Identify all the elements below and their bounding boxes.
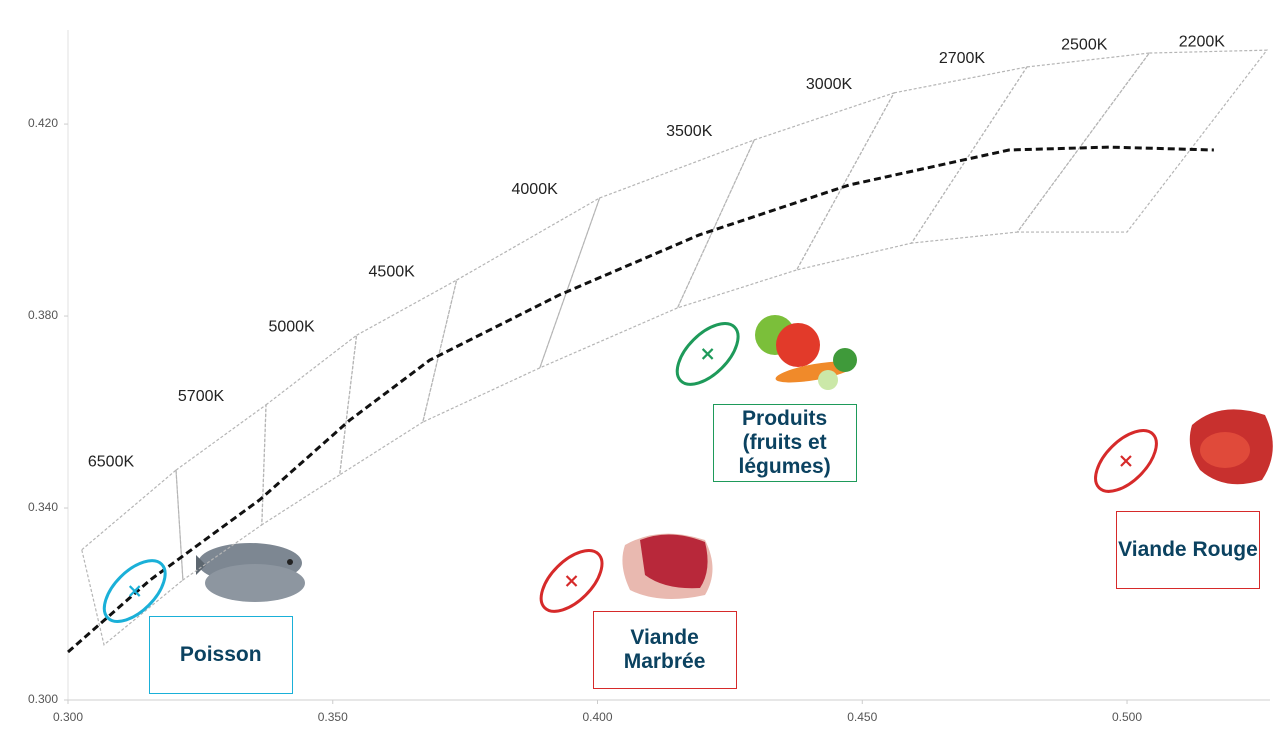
x-tick-label: 0.500 [1112,710,1142,724]
cct-label: 3000K [806,76,853,93]
y-tick-label: 0.380 [28,308,58,322]
point-label: Produits (fruits et légumes) [713,404,857,482]
x-tick-label: 0.350 [318,710,348,724]
vegetables-icon [755,315,857,390]
cct-bin [797,67,1027,270]
cct-bin [262,335,357,525]
cct-label: 2700K [939,50,986,67]
cct-label: 3500K [666,123,713,140]
y-tick-label: 0.340 [28,500,58,514]
y-tick-label: 0.420 [28,116,58,130]
cct-label: 5700K [178,388,225,405]
cct-bin [340,280,457,475]
point-marker [703,349,713,359]
point-marker [1121,456,1131,466]
cct-label: 2500K [1061,36,1108,53]
x-tick-label: 0.400 [582,710,612,724]
page: 0.300 0.350 0.400 0.450 0.500 0.300 0.340 0.380… [0,0,1278,732]
point-marker [567,576,577,586]
cct-label: 4000K [512,181,559,198]
cct-bin [540,140,754,368]
y-tick-label: 0.300 [28,692,58,706]
fish-icon [196,543,305,602]
point-label: Viande Rouge [1116,511,1260,589]
cct-label: 4500K [369,263,416,280]
cct-label: 5000K [268,318,315,335]
x-tick-label: 0.300 [53,710,83,724]
cct-label: 6500K [88,453,135,470]
cct-label: 2200K [1179,33,1226,50]
red-meat-icon [1190,409,1273,484]
point-label: Viande Marbrée [593,611,737,689]
meat-icon [622,534,712,599]
x-tick-label: 0.450 [847,710,877,724]
cct-bin [1017,50,1266,232]
point-label: Poisson [149,616,293,694]
